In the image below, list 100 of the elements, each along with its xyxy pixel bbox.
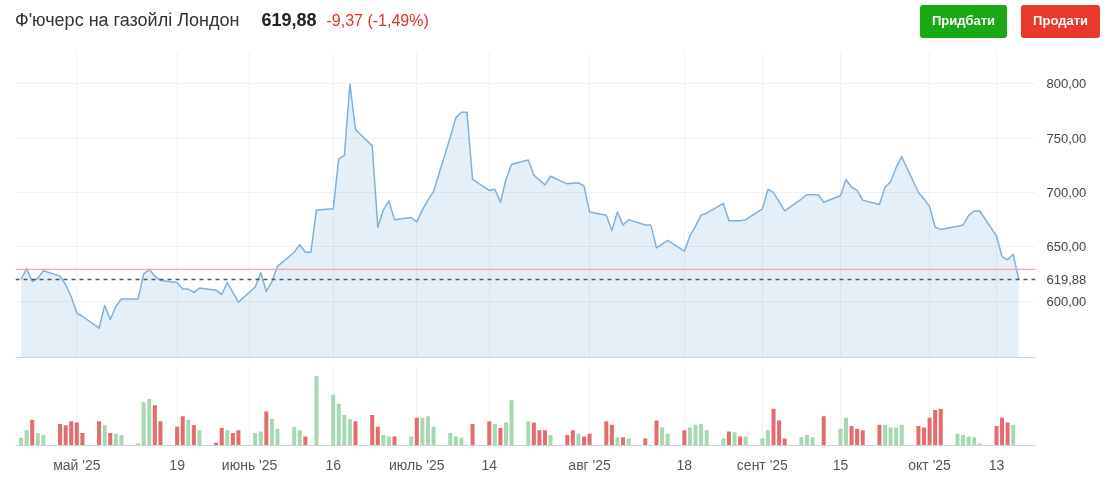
- bar: [375, 426, 380, 446]
- bar: [509, 400, 514, 446]
- bar: [621, 437, 626, 446]
- bar: [297, 430, 302, 446]
- x-tick-label: июль '25: [389, 456, 445, 473]
- ref-line-label: 619,88: [1046, 271, 1087, 287]
- bar: [994, 426, 999, 446]
- bar: [660, 427, 665, 446]
- bar: [576, 433, 581, 446]
- bar: [347, 419, 352, 446]
- bar: [58, 423, 63, 446]
- bar: [810, 437, 815, 446]
- bar: [977, 443, 982, 446]
- bar: [877, 424, 882, 446]
- bar: [264, 411, 269, 446]
- bar: [420, 417, 425, 446]
- bar: [314, 375, 319, 446]
- bar: [487, 421, 492, 446]
- bar: [197, 430, 202, 446]
- bar: [1000, 417, 1005, 446]
- bar: [186, 419, 191, 446]
- x-tick-label: 13: [988, 456, 1005, 473]
- bar: [414, 417, 419, 446]
- bar: [587, 433, 592, 446]
- x-tick-label: окт '25: [908, 456, 952, 473]
- bar: [425, 416, 430, 446]
- bar: [431, 426, 436, 446]
- y-tick-label: 650,00: [1046, 239, 1087, 255]
- bar: [448, 432, 453, 446]
- bar: [899, 424, 904, 446]
- bar: [726, 431, 731, 446]
- chart-title: Ф'ючерс на газойлі Лондон: [15, 10, 240, 31]
- bar: [303, 436, 308, 446]
- bar: [409, 436, 414, 446]
- bar: [743, 436, 748, 446]
- bar: [883, 424, 888, 446]
- bar: [292, 426, 297, 446]
- y-tick-label: 600,00: [1046, 293, 1087, 309]
- bar: [609, 424, 614, 446]
- bar: [470, 423, 475, 446]
- bar: [331, 394, 336, 446]
- bar: [353, 421, 358, 446]
- bar: [765, 430, 770, 446]
- bar: [565, 435, 570, 446]
- bar: [108, 432, 113, 446]
- x-tick-label: июнь '25: [221, 456, 278, 473]
- bar: [102, 425, 107, 446]
- text: Продати: [1021, 5, 1100, 38]
- bar: [843, 417, 848, 446]
- x-tick-label: 14: [481, 456, 498, 473]
- bar: [381, 435, 386, 446]
- bar: [604, 421, 609, 446]
- y-tick-label: 700,00: [1046, 185, 1087, 201]
- bar: [799, 437, 804, 446]
- bar: [191, 425, 196, 446]
- x-tick-label: авг '25: [568, 456, 612, 473]
- y-tick-label: 800,00: [1046, 76, 1087, 92]
- bar: [961, 435, 966, 446]
- bar: [543, 430, 548, 446]
- bar: [370, 414, 375, 446]
- bar: [503, 422, 508, 446]
- bar: [838, 428, 843, 446]
- x-tick-label: 18: [676, 456, 693, 473]
- bar: [175, 426, 180, 446]
- bar: [821, 416, 826, 446]
- bar: [922, 427, 927, 446]
- bar: [582, 436, 587, 446]
- bar: [548, 435, 553, 446]
- x-tick-label: 19: [169, 456, 186, 473]
- bar: [498, 428, 503, 446]
- bar: [1005, 422, 1010, 446]
- bar: [682, 430, 687, 446]
- bar: [665, 433, 670, 446]
- text: -9,37 (-1,49%): [326, 12, 429, 30]
- bar: [804, 435, 809, 446]
- bar: [1011, 424, 1016, 446]
- bar: [225, 430, 230, 446]
- bar: [732, 432, 737, 446]
- bar: [386, 436, 391, 446]
- bar: [492, 423, 497, 446]
- bar: [860, 430, 865, 446]
- bar: [704, 430, 709, 446]
- bar: [180, 416, 185, 446]
- bar: [97, 421, 102, 446]
- y-tick-label: 750,00: [1046, 130, 1087, 146]
- bar: [938, 408, 943, 446]
- bar: [615, 437, 620, 446]
- bar: [219, 428, 224, 446]
- x-tick-label: май '25: [53, 456, 101, 473]
- bar: [654, 420, 659, 446]
- bar: [738, 436, 743, 446]
- text: Придбати: [919, 5, 1008, 38]
- bar: [136, 443, 141, 446]
- bar: [30, 419, 35, 446]
- x-tick-label: 15: [832, 456, 849, 473]
- bar: [955, 433, 960, 446]
- bar: [253, 432, 258, 446]
- x-tick-label: 16: [325, 456, 342, 473]
- bar: [19, 437, 24, 446]
- text: 619,88: [261, 10, 317, 31]
